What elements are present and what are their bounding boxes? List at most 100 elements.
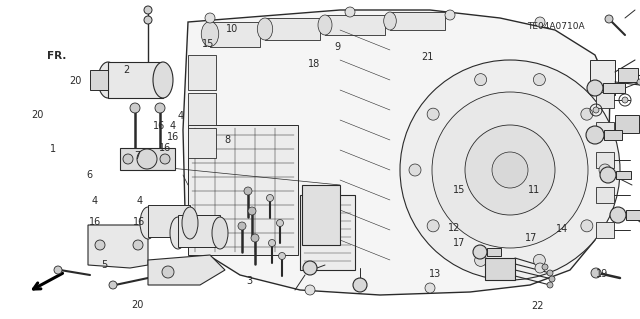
Circle shape bbox=[425, 283, 435, 293]
Circle shape bbox=[547, 270, 553, 276]
Circle shape bbox=[533, 74, 545, 85]
Ellipse shape bbox=[182, 207, 198, 239]
Circle shape bbox=[137, 149, 157, 169]
Circle shape bbox=[547, 282, 553, 288]
Circle shape bbox=[533, 254, 545, 266]
Ellipse shape bbox=[140, 207, 156, 239]
Ellipse shape bbox=[318, 15, 332, 35]
Circle shape bbox=[144, 16, 152, 24]
Circle shape bbox=[432, 92, 588, 248]
Circle shape bbox=[593, 107, 599, 113]
Text: TE04A0710A: TE04A0710A bbox=[527, 22, 584, 31]
Polygon shape bbox=[183, 10, 610, 295]
Bar bbox=[596, 92, 614, 108]
Circle shape bbox=[303, 261, 317, 275]
Bar bbox=[210, 22, 260, 47]
Text: 20: 20 bbox=[31, 110, 44, 120]
Ellipse shape bbox=[170, 217, 186, 249]
Circle shape bbox=[400, 60, 620, 280]
Circle shape bbox=[591, 268, 601, 278]
Text: 3: 3 bbox=[246, 276, 253, 286]
Bar bbox=[188, 93, 216, 125]
Circle shape bbox=[345, 7, 355, 17]
Circle shape bbox=[162, 266, 174, 278]
Circle shape bbox=[353, 278, 367, 292]
Circle shape bbox=[133, 240, 143, 250]
Bar bbox=[120, 148, 175, 170]
Circle shape bbox=[248, 207, 256, 215]
Bar bbox=[300, 195, 355, 270]
Circle shape bbox=[427, 220, 439, 232]
Circle shape bbox=[427, 108, 439, 120]
Circle shape bbox=[587, 80, 603, 96]
Circle shape bbox=[130, 103, 140, 113]
Bar bbox=[485, 258, 515, 280]
Circle shape bbox=[305, 285, 315, 295]
Circle shape bbox=[492, 152, 528, 188]
Circle shape bbox=[610, 207, 626, 223]
Bar bbox=[188, 125, 298, 255]
Circle shape bbox=[190, 270, 200, 280]
Text: 17: 17 bbox=[525, 233, 538, 243]
Circle shape bbox=[244, 187, 252, 195]
Text: 15: 15 bbox=[202, 39, 215, 49]
Circle shape bbox=[109, 281, 117, 289]
Text: 5: 5 bbox=[101, 260, 108, 270]
Text: 6: 6 bbox=[86, 170, 93, 181]
Bar bbox=[148, 205, 190, 237]
Circle shape bbox=[269, 240, 275, 247]
Text: 11: 11 bbox=[528, 185, 541, 195]
Circle shape bbox=[238, 222, 246, 230]
Bar bbox=[616, 171, 631, 179]
Circle shape bbox=[475, 254, 486, 266]
Circle shape bbox=[155, 103, 165, 113]
Circle shape bbox=[95, 240, 105, 250]
Bar bbox=[265, 18, 320, 40]
Ellipse shape bbox=[201, 21, 219, 47]
Circle shape bbox=[205, 13, 215, 23]
Bar bbox=[596, 122, 614, 138]
Circle shape bbox=[251, 234, 259, 242]
Polygon shape bbox=[148, 255, 225, 285]
Circle shape bbox=[160, 154, 170, 164]
Text: 4: 4 bbox=[92, 196, 98, 206]
Circle shape bbox=[622, 97, 628, 103]
Bar bbox=[325, 15, 385, 35]
Circle shape bbox=[600, 167, 616, 183]
Text: 16: 16 bbox=[166, 132, 179, 142]
Ellipse shape bbox=[153, 62, 173, 98]
Bar bbox=[302, 185, 340, 245]
Bar bbox=[188, 55, 216, 90]
Circle shape bbox=[605, 15, 613, 23]
Polygon shape bbox=[88, 225, 148, 268]
Text: 22: 22 bbox=[531, 301, 544, 311]
Bar bbox=[596, 152, 614, 168]
Text: 14: 14 bbox=[556, 224, 568, 234]
Bar bbox=[108, 62, 163, 98]
Ellipse shape bbox=[384, 12, 396, 30]
Bar bbox=[487, 248, 501, 256]
Circle shape bbox=[276, 219, 284, 226]
Circle shape bbox=[123, 154, 133, 164]
Text: 13: 13 bbox=[429, 269, 442, 279]
Bar bbox=[615, 115, 639, 133]
Bar bbox=[618, 68, 638, 82]
Circle shape bbox=[637, 79, 640, 85]
Text: 16: 16 bbox=[133, 217, 146, 227]
Circle shape bbox=[409, 164, 421, 176]
Circle shape bbox=[535, 263, 545, 273]
Text: 12: 12 bbox=[448, 223, 461, 233]
Circle shape bbox=[465, 125, 555, 215]
Bar bbox=[626, 210, 640, 220]
Text: 21: 21 bbox=[421, 52, 434, 62]
Circle shape bbox=[549, 276, 555, 282]
Text: 9: 9 bbox=[335, 42, 341, 52]
Text: 4: 4 bbox=[177, 111, 184, 122]
Text: 4: 4 bbox=[136, 196, 143, 206]
Text: 15: 15 bbox=[453, 185, 466, 195]
Text: 20: 20 bbox=[131, 300, 144, 310]
Bar bbox=[596, 222, 614, 238]
Text: 7: 7 bbox=[134, 151, 141, 161]
Circle shape bbox=[581, 108, 593, 120]
Circle shape bbox=[586, 126, 604, 144]
